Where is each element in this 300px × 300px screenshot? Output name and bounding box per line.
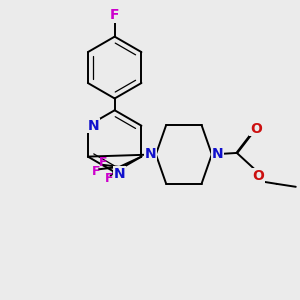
Text: N: N [87, 119, 99, 133]
Text: F: F [105, 172, 113, 185]
Text: F: F [110, 8, 119, 22]
Text: N: N [145, 147, 156, 161]
Text: N: N [114, 167, 126, 181]
Text: N: N [211, 147, 223, 161]
Text: F: F [92, 165, 100, 178]
Text: F: F [99, 156, 107, 169]
Text: O: O [252, 169, 264, 183]
Text: O: O [250, 122, 262, 136]
